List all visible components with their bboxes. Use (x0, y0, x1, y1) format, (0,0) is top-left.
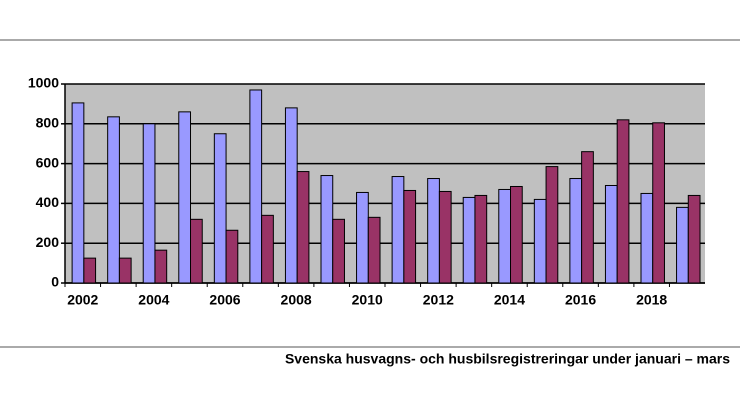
bar (261, 214, 274, 284)
plot-area (65, 84, 705, 283)
bar (581, 151, 594, 284)
x-tick-label: 2004 (138, 292, 169, 308)
bar (71, 102, 85, 284)
bar (474, 194, 488, 284)
bar (533, 198, 547, 284)
bar (332, 218, 345, 284)
y-tick-label: 400 (36, 194, 60, 210)
bar (604, 184, 618, 284)
x-tick-label: 2016 (565, 292, 596, 308)
bar (616, 119, 630, 284)
y-tick-label: 1000 (28, 75, 59, 91)
bar (367, 216, 381, 284)
bar (213, 133, 227, 284)
bar (142, 123, 156, 284)
y-tick-label: 800 (36, 115, 60, 131)
bar (83, 257, 97, 284)
x-tick-label: 2014 (494, 292, 525, 308)
bar (569, 178, 583, 284)
bar (403, 189, 417, 284)
x-tick-label: 2012 (423, 292, 454, 308)
bar (391, 176, 405, 284)
bar (178, 111, 192, 284)
x-tick-label: 2002 (67, 292, 98, 308)
x-tick-label: 2006 (209, 292, 240, 308)
bar (462, 196, 476, 284)
bar (640, 192, 654, 284)
bar (427, 178, 440, 284)
bar (284, 107, 298, 284)
bar (320, 175, 334, 284)
bar (438, 190, 452, 284)
x-tick-label: 2018 (636, 292, 667, 308)
bar (225, 229, 239, 284)
bar (118, 257, 132, 284)
bar (498, 188, 512, 284)
bar (154, 249, 168, 284)
bar (676, 206, 689, 284)
bar (296, 171, 310, 284)
bar (190, 218, 203, 284)
bar (687, 194, 701, 284)
bar (107, 116, 120, 284)
x-tick-label: 2010 (352, 292, 383, 308)
x-tick-label: 2008 (281, 292, 312, 308)
bar (652, 122, 665, 284)
bar (545, 166, 559, 284)
bar (249, 89, 263, 284)
chart-title: Svenska husvagns- och husbilsregistrerin… (285, 351, 730, 367)
y-tick-label: 0 (51, 274, 59, 290)
bar (356, 191, 369, 284)
y-tick-label: 600 (36, 154, 60, 170)
bar (510, 185, 523, 284)
y-tick-label: 200 (36, 234, 60, 250)
